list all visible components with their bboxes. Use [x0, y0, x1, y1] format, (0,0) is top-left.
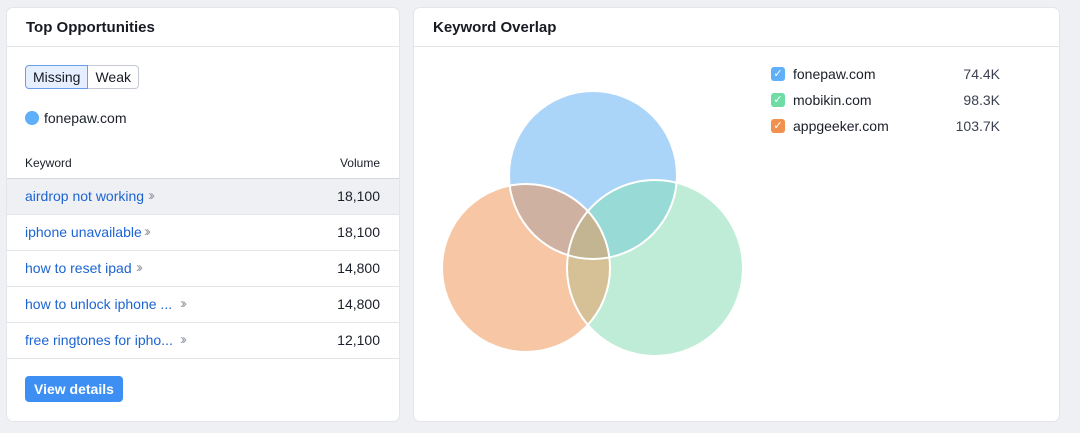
keyword-link[interactable]: how to reset ipad — [25, 260, 132, 276]
missing-weak-toggle: Missing Weak — [25, 65, 140, 89]
checkbox-checked-icon[interactable]: ✓ — [771, 67, 785, 81]
keyword-link[interactable]: airdrop not working — [25, 188, 145, 204]
checkbox-checked-icon[interactable]: ✓ — [771, 93, 785, 107]
venn-legend: ✓ fonepaw.com 74.4K ✓ mobikin.com 98.3K … — [771, 65, 1011, 143]
keyword-overlap-title: Keyword Overlap — [414, 8, 1059, 47]
domain-color-dot — [25, 111, 39, 125]
double-chevron-right-icon[interactable]: ›› — [136, 259, 143, 276]
volume-value: 18,100 — [337, 224, 380, 240]
volume-value: 12,100 — [337, 332, 380, 348]
table-row: iphone unavailable ›› 18,100 — [7, 215, 399, 251]
keyword-link[interactable]: iphone unavailable — [25, 224, 142, 240]
keyword-overlap-card: Keyword Overlap ✓ fonepaw.com 74.4K ✓ mo… — [414, 8, 1059, 421]
legend-item[interactable]: ✓ appgeeker.com 103.7K — [771, 117, 1011, 143]
checkbox-checked-icon[interactable]: ✓ — [771, 119, 785, 133]
legend-domain: appgeeker.com — [793, 118, 889, 134]
domain-label: fonepaw.com — [44, 110, 127, 126]
legend-value: 74.4K — [963, 66, 1000, 82]
double-chevron-right-icon[interactable]: ›› — [180, 331, 187, 348]
segment-missing-button[interactable]: Missing — [25, 65, 89, 89]
volume-value: 18,100 — [337, 188, 380, 204]
legend-value: 98.3K — [963, 92, 1000, 108]
keyword-link[interactable]: how to unlock iphone ... — [25, 296, 173, 312]
table-row: airdrop not working ›› 18,100 — [7, 179, 399, 215]
venn-overlap-fonepaw-mobikin — [567, 180, 677, 259]
legend-domain: mobikin.com — [793, 92, 872, 108]
top-opportunities-title: Top Opportunities — [7, 8, 399, 47]
legend-item[interactable]: ✓ mobikin.com 98.3K — [771, 91, 1011, 117]
volume-value: 14,800 — [337, 296, 380, 312]
table-header: Keyword Volume — [7, 154, 399, 179]
venn-overlap-fonepaw-appgeeker — [509, 184, 610, 259]
keyword-link[interactable]: free ringtones for ipho... — [25, 332, 173, 348]
table-row: how to reset ipad ›› 14,800 — [7, 251, 399, 287]
view-details-button[interactable]: View details — [25, 376, 123, 402]
keyword-column-header: Keyword — [25, 156, 72, 170]
double-chevron-right-icon[interactable]: ›› — [180, 295, 187, 312]
volume-value: 14,800 — [337, 260, 380, 276]
table-row: free ringtones for ipho... ›› 12,100 — [7, 323, 399, 359]
double-chevron-right-icon[interactable]: ›› — [144, 223, 151, 240]
segment-weak-button[interactable]: Weak — [88, 65, 140, 89]
legend-domain: fonepaw.com — [793, 66, 876, 82]
legend-item[interactable]: ✓ fonepaw.com 74.4K — [771, 65, 1011, 91]
volume-column-header: Volume — [339, 156, 380, 170]
legend-value: 103.7K — [955, 118, 1000, 134]
double-chevron-right-icon[interactable]: ›› — [148, 187, 155, 204]
venn-diagram — [441, 90, 744, 357]
top-opportunities-card: Top Opportunities Missing Weak fonepaw.c… — [7, 8, 399, 421]
selected-domain: fonepaw.com — [25, 110, 127, 126]
table-row: how to unlock iphone ... ›› 14,800 — [7, 287, 399, 323]
